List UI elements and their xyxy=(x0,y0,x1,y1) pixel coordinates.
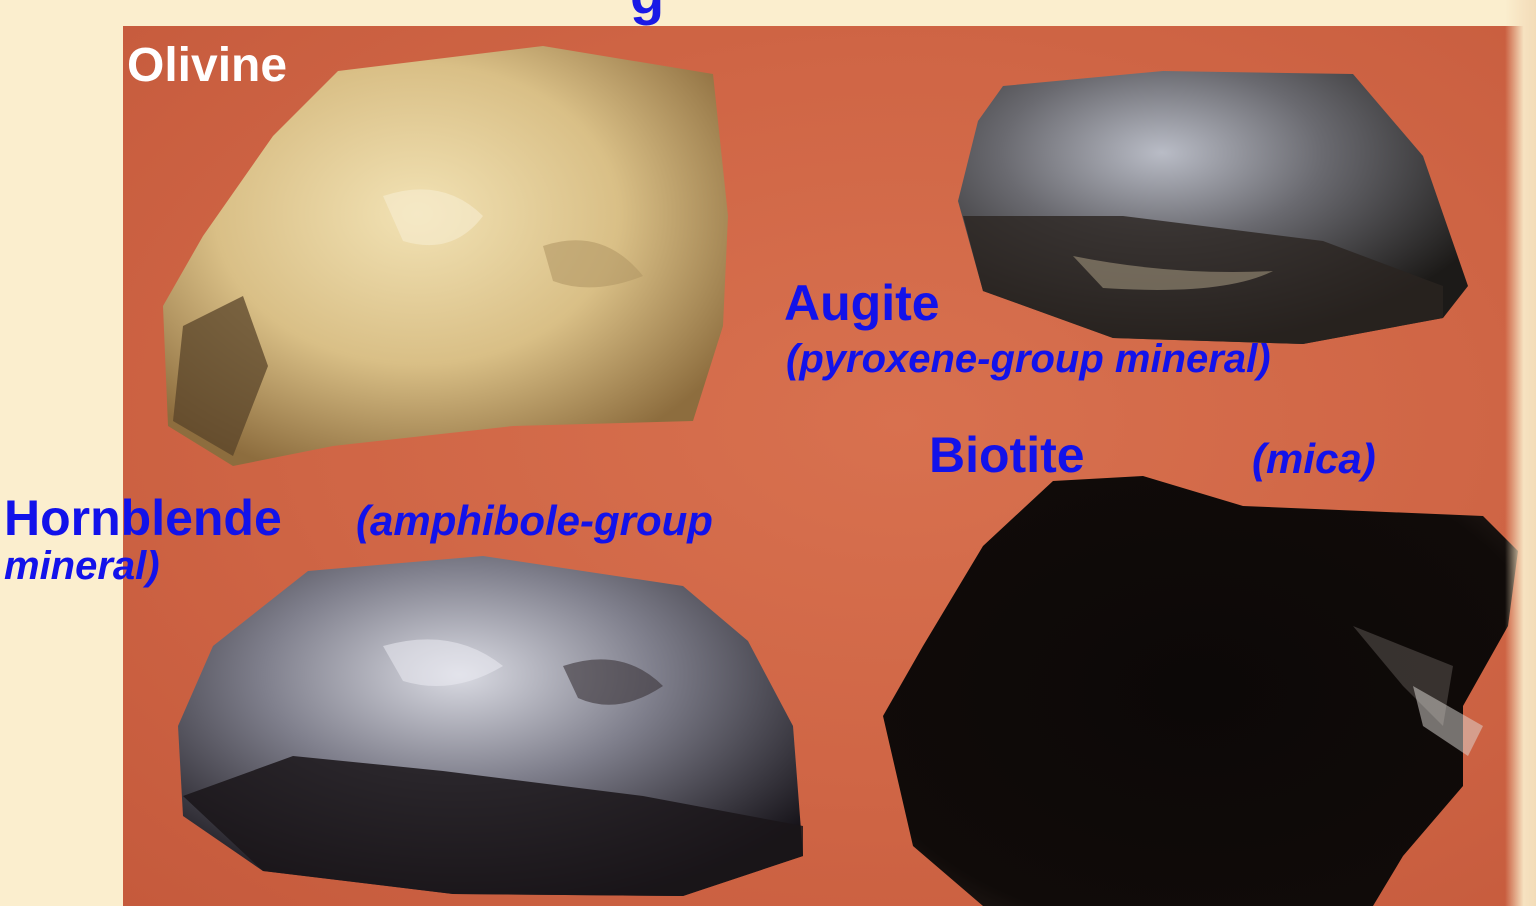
mineral-samples-illustration xyxy=(163,46,1518,906)
biotite-sample xyxy=(883,476,1518,906)
hornblende-label: Hornblende xyxy=(4,490,282,546)
augite-sample xyxy=(958,71,1468,344)
cropped-heading: g xyxy=(600,0,710,26)
olivine-label: Olivine xyxy=(127,39,288,92)
biotite-label: Biotite xyxy=(929,427,1085,483)
right-edge-band xyxy=(1505,0,1536,906)
augite-label: Augite xyxy=(784,275,940,331)
hornblende-group-label-line2: mineral) xyxy=(4,544,160,588)
augite-group-label: (pyroxene-group mineral) xyxy=(786,337,1271,381)
mineral-photo xyxy=(123,26,1536,906)
hornblende-sample xyxy=(178,556,803,896)
biotite-group-label: (mica) xyxy=(1252,435,1376,482)
olivine-sample xyxy=(163,46,728,466)
hornblende-group-label: (amphibole-group xyxy=(356,497,713,544)
